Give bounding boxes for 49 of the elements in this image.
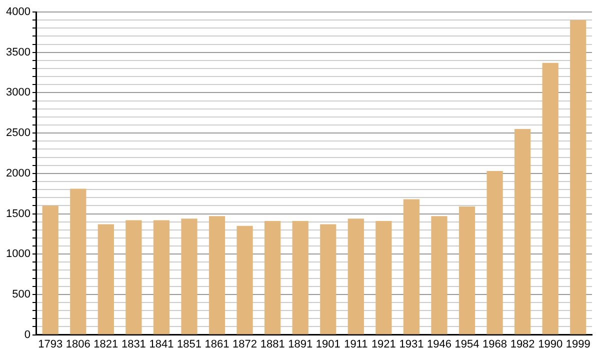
- y-tick-label: 4000: [6, 6, 30, 18]
- x-tick-label: 1891: [288, 338, 313, 350]
- x-tick-label: 1821: [94, 338, 118, 350]
- bar: [514, 129, 531, 334]
- bar: [376, 221, 392, 334]
- x-tick-label: 1982: [510, 338, 535, 350]
- x-tick-label: 1911: [344, 338, 368, 350]
- x-tick-label: 1831: [121, 338, 146, 350]
- bar: [126, 220, 142, 334]
- x-tick-label: 1851: [177, 338, 202, 350]
- bar: [98, 224, 114, 334]
- y-tick-label: 1500: [6, 208, 30, 220]
- y-tick-label: 1000: [6, 248, 30, 260]
- bar: [486, 170, 503, 334]
- bar: [153, 220, 170, 334]
- y-tick-label: 500: [12, 288, 30, 300]
- x-tick-label: 1954: [454, 338, 480, 350]
- x-tick-label: 1872: [232, 338, 258, 350]
- x-tick-label: 1931: [399, 338, 424, 350]
- x-tick-label: 1881: [260, 338, 285, 350]
- x-tick-label: 1999: [566, 338, 590, 350]
- bar: [208, 216, 226, 334]
- x-tick-label: 1841: [149, 338, 174, 350]
- x-tick-label: 1990: [538, 338, 563, 350]
- y-tick-label: 2000: [6, 167, 30, 180]
- bar: [236, 226, 253, 334]
- x-tick-label: 1921: [371, 338, 396, 350]
- bar: [292, 221, 308, 334]
- y-tick-label: 2500: [6, 127, 30, 140]
- x-tick-label: 1968: [482, 338, 508, 350]
- x-tick-label: 1806: [66, 338, 90, 350]
- x-tick-label: 1861: [204, 338, 230, 350]
- y-tick-label: 3000: [6, 86, 30, 99]
- bar: [264, 221, 281, 334]
- x-tick-label: 1793: [38, 338, 63, 350]
- x-tick-label: 1901: [316, 338, 340, 350]
- bar: [348, 218, 364, 334]
- x-tick-label: 1946: [426, 338, 452, 350]
- bar: [431, 216, 448, 334]
- y-tick-label: 0: [24, 328, 30, 341]
- bar: [458, 206, 476, 334]
- bar: [70, 188, 86, 334]
- bar: [403, 199, 420, 334]
- bar: [320, 224, 336, 334]
- bar: [542, 62, 558, 334]
- bar: [570, 20, 586, 334]
- y-tick-label: 3500: [6, 46, 30, 58]
- bar: [181, 218, 198, 334]
- bar: [42, 206, 58, 334]
